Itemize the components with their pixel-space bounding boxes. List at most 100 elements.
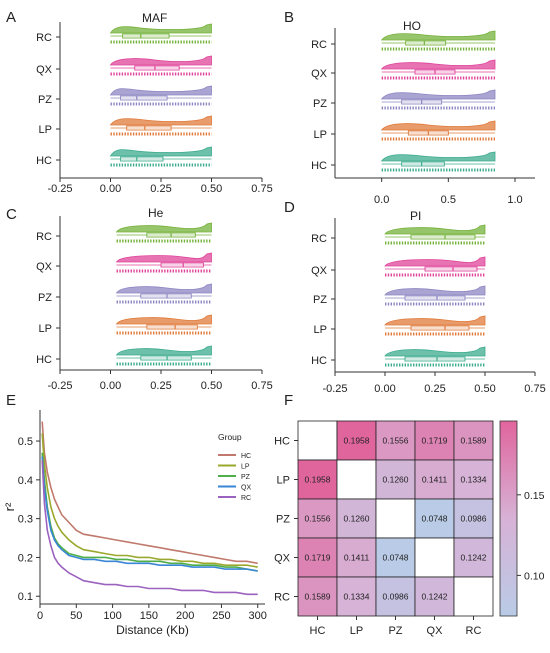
legend-label-qx: QX (241, 485, 251, 492)
x-tick-label: 0.00 (374, 383, 395, 395)
density-cloud-hc (115, 345, 212, 356)
panel-c-title: He (148, 206, 164, 220)
heatmap-cell (453, 576, 494, 617)
y-tick-label-lp: LP (39, 323, 52, 335)
y-tick-label: 0.5 (18, 436, 33, 448)
cell-value: 0.1556 (383, 436, 409, 446)
x-tick-label: -0.25 (47, 183, 72, 195)
col-label-pz: PZ (388, 625, 402, 637)
legend-label-hc: HC (241, 453, 251, 460)
cell-value: 0.1411 (344, 553, 370, 563)
y-tick-label-qx: QX (311, 265, 328, 277)
cell-value: 0.1958 (344, 436, 370, 446)
panel-d-title: PI (410, 209, 421, 223)
panel-e: E 0 50 100 150 200 250 300 0.1 0.2 0.3 0.4 0.5 Dista… (2, 392, 267, 637)
heatmap-cell (414, 420, 455, 461)
panel-a: A MAF -0.25 0.00 0.25 0.50 0.75 RC QX PZ LP HC (6, 9, 273, 195)
density-cloud-lp (380, 120, 496, 131)
y-tick-label-rc: RC (36, 32, 52, 44)
ld-line-qx (41, 456, 258, 572)
cell-value: 0.1719 (422, 436, 448, 446)
panel-letter-a: A (6, 9, 16, 26)
heatmap-cell (414, 576, 455, 617)
box-qx (134, 65, 180, 71)
panel-d: D PI -0.25 0.00 0.25 0.50 0.75 RC QX PZ LP HC (284, 199, 546, 395)
x-tick-label: 0.50 (201, 380, 222, 392)
heatmap-cell (336, 498, 377, 539)
x-tick-label: 150 (140, 610, 158, 622)
cell-value: 0.1719 (305, 553, 331, 563)
panel-e-plot: 0 50 100 150 200 250 300 0.1 0.2 0.3 0.4 0.5 Distanc… (2, 410, 267, 637)
heatmap-cell (336, 576, 377, 617)
box-pz (140, 293, 192, 299)
cell-value: 0.0748 (383, 553, 409, 563)
x-tick-label: 0.5 (441, 194, 456, 206)
y-tick-label-qx: QX (36, 261, 53, 273)
density-cloud-rc (380, 30, 496, 41)
box-hc (401, 161, 445, 167)
heatmap-cell (336, 420, 377, 461)
y-tick-label-lp: LP (314, 129, 327, 141)
y-tick-label-pz: PZ (38, 292, 52, 304)
panel-letter-b: B (284, 9, 294, 26)
y-tick-label: 0.4 (18, 475, 33, 487)
x-axis-title: Distance (Kb) (116, 623, 189, 637)
x-tick-label: 300 (249, 610, 267, 622)
density-cloud-rc (115, 222, 212, 233)
heatmap-cell (297, 537, 338, 578)
box-lp (410, 325, 470, 331)
box-lp (146, 324, 198, 330)
y-tick-label-pz: PZ (38, 94, 52, 106)
x-tick-label: 250 (212, 610, 230, 622)
row-label-lp: LP (277, 475, 290, 487)
box-rc (410, 234, 476, 240)
y-tick-label-rc: RC (36, 231, 52, 243)
panel-d-plot: -0.25 0.00 0.25 0.50 0.75 RC QX PZ LP HC (311, 218, 546, 395)
box-qx (160, 262, 204, 268)
x-tick-label: 0.00 (100, 183, 121, 195)
x-tick-label: 0.75 (524, 383, 545, 395)
x-tick-label: 0.0 (374, 194, 389, 206)
panel-letter-e: E (6, 392, 16, 409)
density-cloud-qx (109, 55, 212, 66)
legend-title: Group (218, 432, 242, 442)
cell-value: 0.1589 (461, 436, 487, 446)
cell-value: 0.1334 (461, 475, 487, 485)
x-tick-label: 100 (103, 610, 121, 622)
cell-value: 0.1556 (305, 514, 331, 524)
panel-letter-f: F (284, 392, 293, 409)
heatmap-cell (453, 537, 494, 578)
heatmap-cell (375, 420, 416, 461)
x-tick-label: -0.25 (47, 380, 72, 392)
x-tick-label: 50 (70, 610, 82, 622)
density-cloud-pz (380, 89, 496, 100)
panel-f: F HC 0.1958 0.1556 0.1719 0.1589 LP 0.1958 0.12… (274, 392, 545, 637)
ld-line-rc (41, 460, 258, 596)
y-tick-label-lp: LP (39, 124, 52, 136)
density-cloud-hc (109, 146, 212, 157)
y-tick-label-qx: QX (311, 68, 328, 80)
x-tick-label: 0.00 (100, 380, 121, 392)
cell-value: 0.1334 (344, 592, 370, 602)
density-cloud-rc (384, 224, 486, 235)
heatmap-cell (297, 420, 338, 461)
cell-value: 0.1589 (305, 592, 331, 602)
box-hc (120, 156, 164, 162)
y-tick-label-pz: PZ (313, 294, 327, 306)
x-tick-label: 0.50 (474, 383, 495, 395)
y-tick-label-rc: RC (311, 39, 327, 51)
panel-letter-c: C (6, 206, 17, 223)
row-label-pz: PZ (276, 514, 290, 526)
legend-label-rc: RC (241, 495, 251, 502)
panel-c-plot: -0.25 0.00 0.25 0.50 0.75 RC QX PZ LP HC (36, 216, 273, 392)
col-label-hc: HC (310, 625, 326, 637)
density-cloud-qx (115, 252, 212, 263)
y-tick-label-hc: HC (36, 155, 52, 167)
density-cloud-hc (384, 346, 486, 357)
y-tick-label: 0.2 (18, 552, 33, 564)
x-tick-label: 0.75 (251, 380, 272, 392)
density-cloud-pz (115, 283, 212, 294)
col-label-qx: QX (427, 625, 444, 637)
y-tick-label-hc: HC (36, 354, 52, 366)
